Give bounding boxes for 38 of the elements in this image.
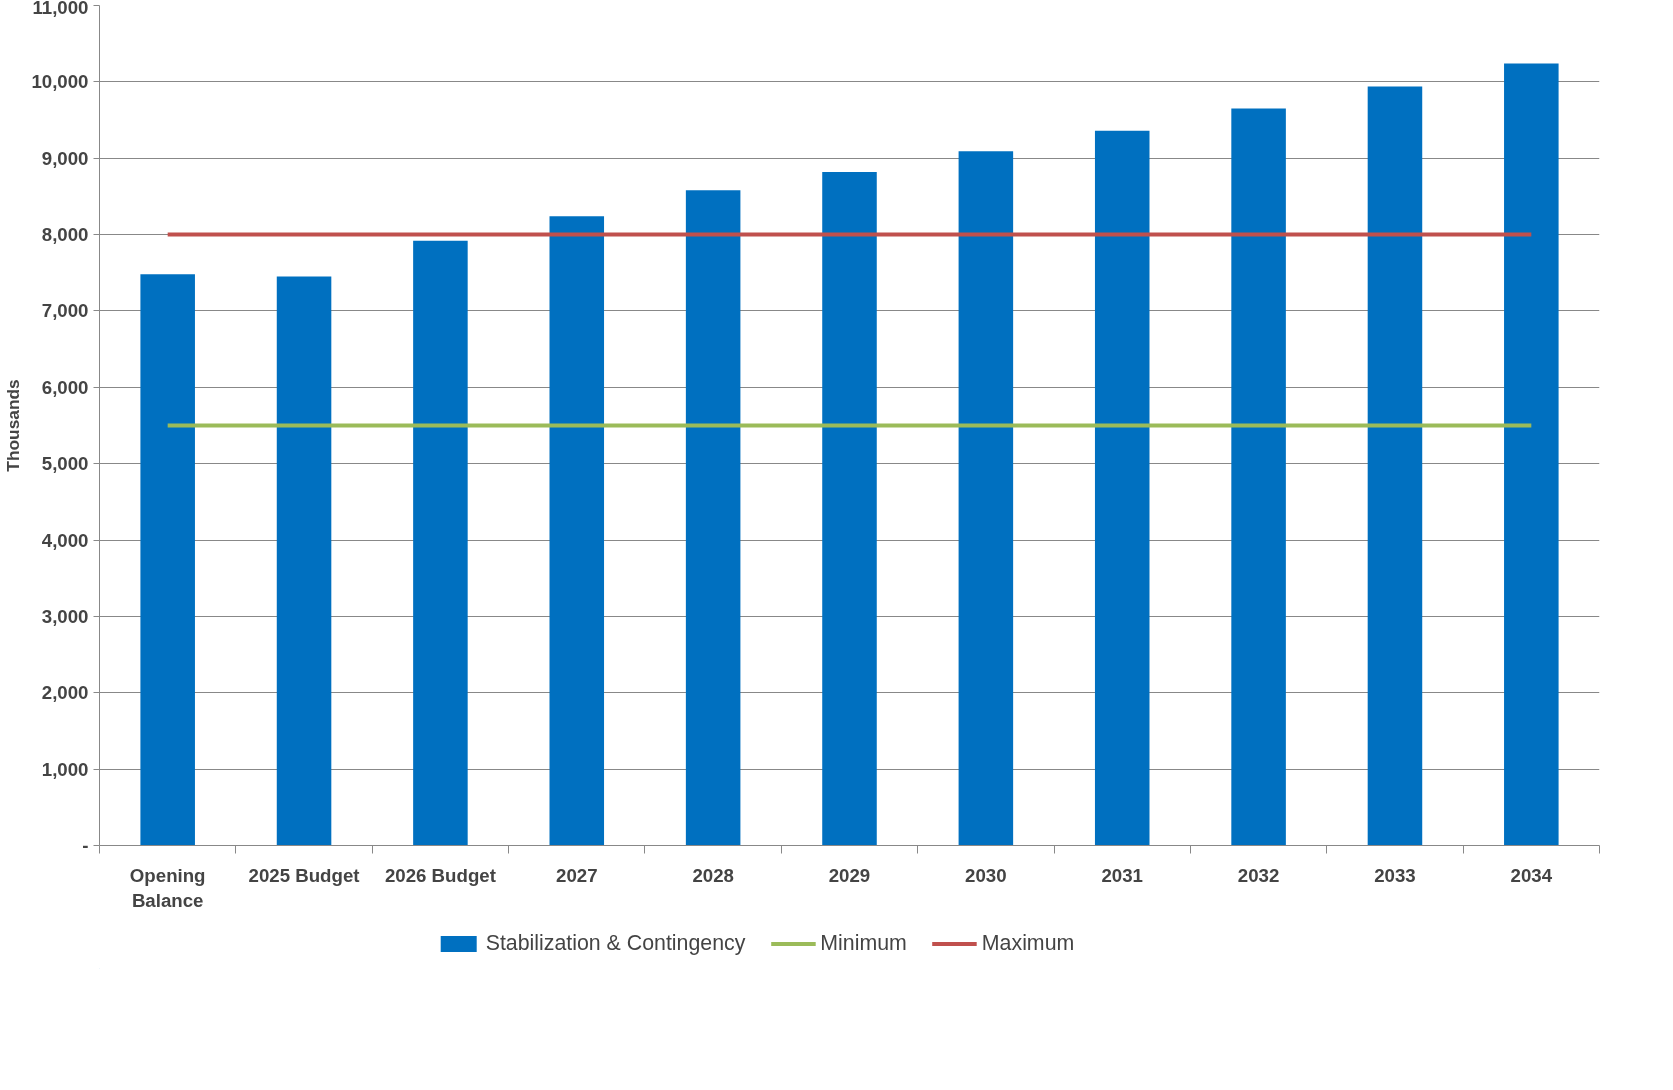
x-tick-label: 2027 xyxy=(556,864,598,886)
legend-label: Stabilization & Contingency xyxy=(485,930,746,956)
y-tick-label: 5,000 xyxy=(41,453,89,475)
bar xyxy=(1504,63,1559,846)
legend-label: Minimum xyxy=(820,930,907,956)
x-tick-label: 2030 xyxy=(965,864,1007,886)
y-tick-label: 6,000 xyxy=(41,376,89,398)
y-tick-label: 2,000 xyxy=(41,682,89,704)
y-tick-label: 7,000 xyxy=(41,300,89,322)
bar xyxy=(1231,108,1286,846)
bar xyxy=(276,276,332,846)
x-tick-label: 2028 xyxy=(692,864,734,886)
bar xyxy=(140,274,195,846)
x-tick-label: 2026 Budget xyxy=(384,864,496,886)
bar xyxy=(685,190,741,846)
legend-label: Maximum xyxy=(981,930,1075,956)
y-tick-label: 4,000 xyxy=(41,529,89,551)
x-tick-label: 2032 xyxy=(1237,864,1280,886)
y-tick-label: - xyxy=(82,835,89,856)
x-tick-label: 2034 xyxy=(1510,864,1553,886)
x-tick-label: 2033 xyxy=(1374,864,1416,886)
bar xyxy=(549,216,605,846)
y-tick-label: 1,000 xyxy=(41,758,89,780)
y-tick-label: 3,000 xyxy=(41,605,89,627)
bar xyxy=(1367,86,1423,846)
y-tick-label: 10,000 xyxy=(31,71,89,93)
y-tick-label: 8,000 xyxy=(41,224,89,246)
x-tick-label: 2031 xyxy=(1101,864,1143,886)
bar xyxy=(958,151,1014,846)
x-tick-label: 2029 xyxy=(828,864,871,886)
x-tick-label: Opening Balance xyxy=(129,864,206,911)
bar xyxy=(413,240,468,846)
bar xyxy=(822,171,877,846)
y-tick-label: 11,000 xyxy=(32,0,89,18)
y-axis-title: Thousands xyxy=(3,379,24,472)
x-tick-label: 2025 Budget xyxy=(248,864,360,886)
y-tick-label: 9,000 xyxy=(41,147,89,169)
bar xyxy=(1094,130,1150,846)
